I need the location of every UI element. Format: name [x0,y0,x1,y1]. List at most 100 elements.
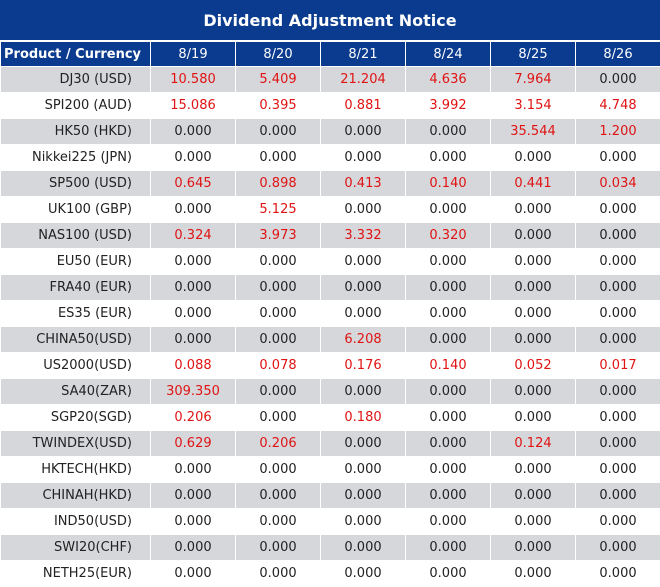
dividend-value: 309.350 [150,378,236,405]
dividend-value: 0.000 [235,482,321,509]
product-name: HK50 (HKD) [0,118,151,145]
dividend-value: 0.000 [575,222,660,249]
product-name: CHINA50(USD) [0,326,151,353]
table-row: IND50(USD) 0.000 0.000 0.000 0.000 0.000 0.000 [0,508,660,535]
dividend-value: 0.000 [150,196,236,223]
dividend-value: 0.000 [405,248,491,275]
dividend-value: 0.000 [235,456,321,483]
dividend-value: 10.580 [150,66,236,93]
dividend-value: 0.124 [490,430,576,457]
date-header: 8/20 [235,41,321,67]
dividend-value: 4.748 [575,92,660,119]
dividend-value: 0.000 [405,378,491,405]
dividend-value: 3.992 [405,92,491,119]
dividend-value: 0.078 [235,352,321,379]
dividend-value: 0.645 [150,170,236,197]
product-name: TWINDEX(USD) [0,430,151,457]
dividend-value: 0.000 [575,508,660,535]
dividend-value: 0.206 [150,404,236,431]
product-name: DJ30 (USD) [0,66,151,93]
dividend-value: 0.000 [405,482,491,509]
table-row: HK50 (HKD) 0.000 0.000 0.000 0.000 35.544 1.20… [0,118,660,145]
product-name: SA40(ZAR) [0,378,151,405]
dividend-table: Product / Currency 8/19 8/20 8/21 8/24 8… [0,41,660,587]
dividend-value: 0.000 [150,534,236,561]
dividend-value: 0.000 [490,456,576,483]
dividend-value: 0.180 [320,404,406,431]
dividend-value: 0.881 [320,92,406,119]
dividend-value: 0.000 [320,300,406,327]
dividend-value: 0.000 [405,144,491,171]
dividend-value: 0.000 [575,66,660,93]
product-name: FRA40 (EUR) [0,274,151,301]
dividend-value: 0.000 [575,456,660,483]
dividend-value: 35.544 [490,118,576,145]
product-name: EU50 (EUR) [0,248,151,275]
dividend-value: 0.000 [575,482,660,509]
product-name: UK100 (GBP) [0,196,151,223]
dividend-value: 0.000 [150,508,236,535]
dividend-value: 0.000 [320,482,406,509]
table-row: SA40(ZAR) 309.350 0.000 0.000 0.000 0.000 0.00… [0,378,660,405]
product-name: Nikkei225 (JPN) [0,144,151,171]
product-name: SWI20(CHF) [0,534,151,561]
dividend-value: 0.000 [490,300,576,327]
dividend-value: 0.206 [235,430,321,457]
table-row: ES35 (EUR) 0.000 0.000 0.000 0.000 0.000 0.000 [0,300,660,327]
dividend-value: 0.000 [405,404,491,431]
dividend-value: 0.000 [490,534,576,561]
dividend-value: 0.000 [575,326,660,353]
dividend-value: 0.000 [575,248,660,275]
dividend-value: 0.000 [150,274,236,301]
dividend-value: 0.000 [490,326,576,353]
table-row: CHINA50(USD) 0.000 0.000 6.208 0.000 0.000 0.0… [0,326,660,353]
table-row: CHINAH(HKD) 0.000 0.000 0.000 0.000 0.000 0.00… [0,482,660,509]
date-header: 8/21 [320,41,406,67]
dividend-value: 15.086 [150,92,236,119]
table-row: SGP20(SGD) 0.206 0.000 0.180 0.000 0.000 0.000 [0,404,660,431]
dividend-value: 0.000 [150,482,236,509]
date-header: 8/26 [575,41,660,67]
header-row: Product / Currency 8/19 8/20 8/21 8/24 8… [0,41,660,67]
dividend-value: 0.000 [235,404,321,431]
dividend-value: 0.000 [320,196,406,223]
dividend-value: 0.000 [320,144,406,171]
dividend-value: 0.000 [490,222,576,249]
dividend-value: 0.000 [490,508,576,535]
dividend-value: 0.000 [405,534,491,561]
dividend-value: 3.154 [490,92,576,119]
product-name: US2000(USD) [0,352,151,379]
dividend-value: 0.000 [575,378,660,405]
dividend-value: 0.000 [490,560,576,587]
dividend-value: 0.000 [405,196,491,223]
product-name: ES35 (EUR) [0,300,151,327]
dividend-value: 0.000 [150,456,236,483]
dividend-value: 0.000 [150,144,236,171]
dividend-value: 0.088 [150,352,236,379]
dividend-value: 0.000 [575,534,660,561]
dividend-value: 0.000 [150,560,236,587]
table-row: FRA40 (EUR) 0.000 0.000 0.000 0.000 0.000 0.00… [0,274,660,301]
dividend-value: 0.000 [405,430,491,457]
table-row: DJ30 (USD) 10.580 5.409 21.204 4.636 7.964 0.0… [0,66,660,93]
dividend-value: 0.000 [405,508,491,535]
dividend-value: 1.200 [575,118,660,145]
dividend-value: 4.636 [405,66,491,93]
dividend-value: 0.000 [235,378,321,405]
dividend-value: 0.395 [235,92,321,119]
product-name: NETH25(EUR) [0,560,151,587]
dividend-value: 0.000 [150,300,236,327]
product-name: IND50(USD) [0,508,151,535]
table-row: US2000(USD) 0.088 0.078 0.176 0.140 0.052 0.01… [0,352,660,379]
dividend-value: 0.000 [235,274,321,301]
dividend-value: 0.000 [575,404,660,431]
table-row: Nikkei225 (JPN) 0.000 0.000 0.000 0.000 0.000… [0,144,660,171]
dividend-value: 0.000 [575,560,660,587]
dividend-value: 3.332 [320,222,406,249]
dividend-value: 0.000 [405,560,491,587]
dividend-value: 0.000 [575,430,660,457]
dividend-value: 0.324 [150,222,236,249]
dividend-value: 0.000 [405,118,491,145]
dividend-value: 0.000 [235,144,321,171]
